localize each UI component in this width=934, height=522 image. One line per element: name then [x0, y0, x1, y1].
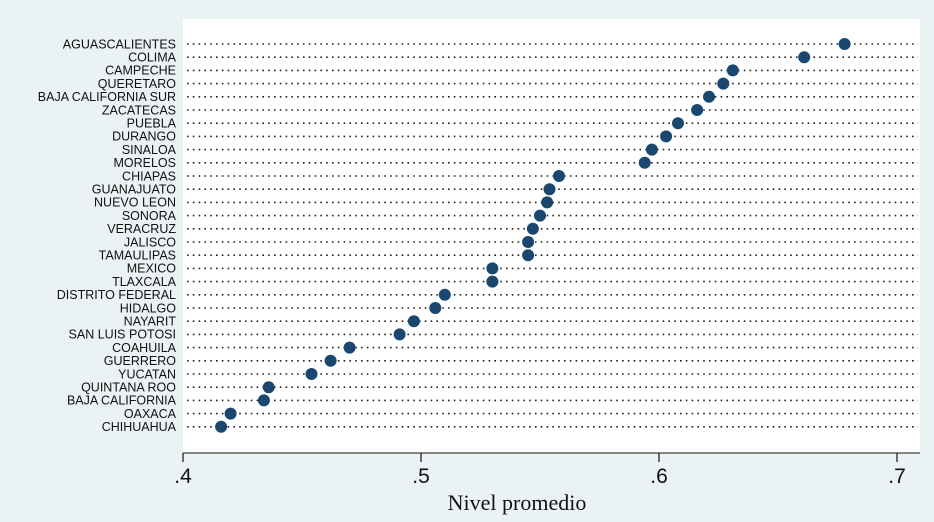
data-point-colima	[798, 51, 811, 64]
data-point-baja-california-sur	[703, 90, 715, 103]
data-point-nayarit	[407, 315, 420, 328]
category-label-aguascalientes: AGUASCALIENTES	[63, 37, 176, 51]
x-tick-label: .5	[412, 465, 430, 488]
category-label-campeche: CAMPECHE	[105, 64, 176, 78]
plot-area	[183, 19, 920, 453]
category-label-morelos: MORELOS	[113, 156, 176, 170]
category-label-colima: COLIMA	[128, 51, 177, 65]
data-point-nuevo-leon	[541, 196, 554, 209]
data-point-tamaulipas	[522, 249, 535, 262]
category-label-chihuahua: CHIHUAHUA	[102, 420, 177, 434]
category-label-quintana-roo: QUINTANA ROO	[81, 381, 176, 395]
category-label-guerrero: GUERRERO	[104, 354, 177, 368]
data-point-chihuahua	[215, 420, 228, 433]
data-point-guanajuato	[543, 183, 556, 196]
category-labels: AGUASCALIENTESCOLIMACAMPECHEQUERETAROBAJ…	[38, 37, 177, 434]
category-label-coahuila: COAHUILA	[112, 341, 177, 355]
data-point-guerrero	[324, 354, 337, 367]
category-label-distrito-federal: DISTRITO FEDERAL	[57, 288, 176, 302]
category-label-puebla: PUEBLA	[127, 117, 177, 131]
x-tick-label: .7	[888, 465, 906, 488]
data-point-oaxaca	[224, 407, 237, 420]
category-label-baja-california-sur: BAJA CALIFORNIA SUR	[38, 90, 176, 104]
data-point-hidalgo	[429, 302, 442, 314]
category-label-zacatecas: ZACATECAS	[102, 103, 176, 117]
data-point-queretaro	[717, 77, 730, 90]
data-point-jalisco	[522, 236, 535, 248]
category-label-oaxaca: OAXACA	[124, 407, 177, 421]
x-tick-label: .6	[650, 465, 668, 488]
data-point-chiapas	[553, 170, 565, 182]
data-point-puebla	[672, 117, 684, 130]
category-label-veracruz: VERACRUZ	[107, 222, 176, 236]
data-point-campeche	[726, 64, 739, 77]
category-label-jalisco: JALISCO	[124, 235, 176, 249]
data-point-zacatecas	[691, 104, 704, 116]
category-label-queretaro: QUERETARO	[98, 77, 177, 91]
category-label-sonora: SONORA	[122, 209, 177, 223]
data-markers	[215, 38, 851, 433]
data-point-yucatan	[305, 368, 318, 380]
category-label-yucatan: YUCATAN	[118, 367, 176, 381]
category-label-sinaloa: SINALOA	[122, 143, 177, 157]
category-label-san-luis-potosi: SAN LUIS POTOSI	[69, 328, 176, 342]
data-point-quintana-roo	[262, 381, 275, 394]
data-point-sonora	[534, 209, 546, 222]
data-point-sinaloa	[645, 143, 658, 156]
data-point-tlaxcala	[486, 275, 499, 288]
data-point-morelos	[638, 156, 651, 169]
data-point-coahuila	[343, 341, 356, 354]
category-label-mexico: MEXICO	[127, 262, 177, 276]
category-label-guanajuato: GUANAJUATO	[92, 183, 177, 197]
data-point-san-luis-potosi	[393, 328, 406, 341]
category-label-hidalgo: HIDALGO	[120, 301, 177, 315]
data-point-aguascalientes	[838, 38, 851, 50]
category-label-tamaulipas: TAMAULIPAS	[99, 249, 176, 263]
category-label-nuevo-leon: NUEVO LEON	[94, 196, 176, 210]
category-label-baja-california: BAJA CALIFORNIA	[67, 394, 177, 408]
category-label-tlaxcala: TLAXCALA	[112, 275, 177, 289]
x-tick-label: .4	[174, 465, 192, 488]
category-label-nayarit: NAYARIT	[124, 315, 177, 329]
x-axis: .4 .5 .6 .7	[174, 452, 920, 488]
x-axis-title: Nivel promedio	[448, 490, 587, 515]
data-point-mexico	[486, 262, 499, 275]
guide-lines	[187, 43, 918, 428]
category-label-durango: DURANGO	[112, 130, 176, 144]
category-label-chiapas: CHIAPAS	[122, 169, 176, 183]
data-point-veracruz	[526, 222, 539, 235]
data-point-durango	[660, 130, 673, 143]
data-point-distrito-federal	[438, 288, 451, 301]
data-point-baja-california	[257, 394, 270, 407]
